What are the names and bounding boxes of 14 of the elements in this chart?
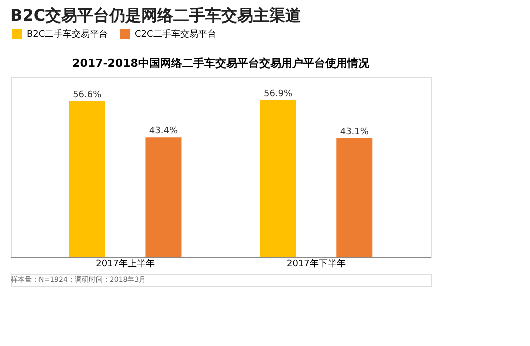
x-tick-label: 2017年上半年 bbox=[96, 258, 155, 270]
legend-label: B2C二手车交易平台 bbox=[27, 29, 108, 40]
chart-title: B2C交易平台仍是网络二手车交易主渠道 bbox=[10, 6, 303, 25]
bar bbox=[336, 138, 373, 257]
chart-subtitle: 2017-2018中国网络二手车交易平台交易用户平台使用情况 bbox=[72, 57, 370, 70]
x-tick-label: 2017年下半年 bbox=[287, 258, 346, 270]
bar bbox=[146, 138, 182, 257]
data-label: 56.9% bbox=[264, 89, 294, 100]
data-label: 43.4% bbox=[149, 126, 178, 137]
bar bbox=[260, 100, 296, 257]
data-label: 56.6% bbox=[73, 90, 102, 100]
legend-label: C2C二手车交易平台 bbox=[135, 29, 216, 40]
bar bbox=[69, 101, 106, 257]
data-label: 43.1% bbox=[340, 127, 370, 138]
